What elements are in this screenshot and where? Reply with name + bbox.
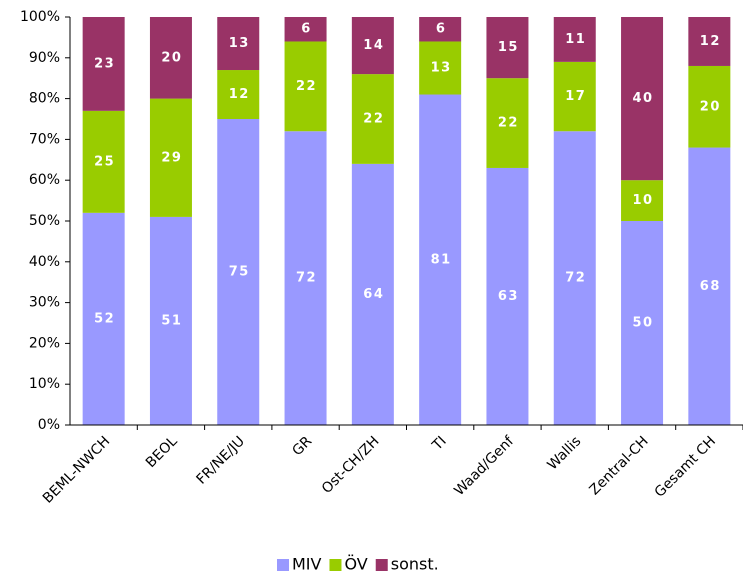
data-label: 14 <box>363 38 384 53</box>
bar-segment <box>553 61 596 132</box>
data-label: 72 <box>565 271 586 286</box>
data-label: 72 <box>296 271 317 286</box>
x-tick-label: Ost-CH/ZH <box>319 433 383 497</box>
y-tick-label: 50% <box>29 213 60 229</box>
bar-segment <box>351 74 394 164</box>
bar-segment <box>553 131 596 426</box>
legend-label: sonst. <box>391 555 439 574</box>
y-tick-label: 10% <box>29 376 60 392</box>
bar-segment <box>486 167 529 425</box>
bar-segment <box>688 65 731 148</box>
x-tick-label: Waad/Genf <box>451 433 517 499</box>
bar-segment <box>419 94 462 426</box>
data-label: 40 <box>633 91 654 106</box>
data-label: 81 <box>431 252 452 267</box>
legend-label: ÖV <box>344 555 367 574</box>
bar-segment <box>419 17 462 42</box>
y-tick-label: 30% <box>29 295 60 311</box>
bar-segment <box>419 41 462 95</box>
x-tick-label: Gesamt CH <box>652 433 719 500</box>
x-tick-label: FR/NE/JU <box>194 433 248 487</box>
legend-swatch <box>277 559 289 571</box>
bar-segment <box>621 17 664 181</box>
bar-segment <box>284 41 327 132</box>
data-label: 68 <box>700 279 721 294</box>
data-label: 22 <box>363 112 384 127</box>
bar-segment <box>351 163 394 425</box>
data-label: 20 <box>700 99 721 114</box>
bar-segment <box>149 17 192 99</box>
x-tick-label: BEOL <box>143 433 181 471</box>
data-label: 22 <box>296 79 317 94</box>
bar-segment <box>688 147 731 425</box>
bar-segment <box>553 17 596 62</box>
bar-segment <box>284 17 327 42</box>
bar-segment <box>621 221 664 425</box>
x-tick-label: GR <box>289 433 315 459</box>
data-label: 64 <box>363 287 384 302</box>
bar-segment <box>149 98 192 217</box>
bar-segment <box>149 216 192 425</box>
y-tick-label: 60% <box>29 172 60 188</box>
y-tick-label: 40% <box>29 254 60 270</box>
data-label: 52 <box>94 311 115 326</box>
data-label: 11 <box>565 32 586 47</box>
data-label: 22 <box>498 116 519 131</box>
data-label: 6 <box>301 22 312 37</box>
data-label: 51 <box>161 313 182 328</box>
data-label: 20 <box>161 50 182 65</box>
bar-segment <box>486 17 529 79</box>
bar-segment <box>217 70 260 119</box>
x-tick-label: BEML-NWCH <box>40 433 113 506</box>
data-label: 25 <box>94 154 115 169</box>
data-label: 12 <box>229 87 250 102</box>
bar-segment <box>688 17 731 66</box>
bar-segment <box>284 131 327 426</box>
bar-segment <box>217 17 260 71</box>
data-label: 17 <box>565 89 586 104</box>
data-label: 13 <box>229 36 250 51</box>
y-tick-label: 0% <box>38 417 60 433</box>
data-label: 13 <box>431 61 452 76</box>
y-tick-label: 90% <box>29 50 60 66</box>
data-label: 23 <box>94 56 115 71</box>
legend-label: MIV <box>292 555 322 574</box>
data-label: 15 <box>498 40 519 55</box>
data-label: 75 <box>229 265 250 280</box>
x-tick-label: Zentral-CH <box>587 433 652 498</box>
bar-segment <box>351 17 394 75</box>
data-label: 10 <box>633 193 654 208</box>
data-label: 50 <box>633 316 654 331</box>
bar-segment <box>82 212 125 425</box>
bar-segment <box>82 17 125 111</box>
data-label: 29 <box>161 150 182 165</box>
y-tick-label: 70% <box>29 131 60 147</box>
data-label: 63 <box>498 289 519 304</box>
bar-segment <box>82 110 125 213</box>
bar-segment <box>621 180 664 221</box>
legend-swatch <box>375 559 388 571</box>
y-tick-label: 20% <box>29 335 60 351</box>
x-tick-label: TI <box>429 433 450 454</box>
x-tick-label: Wallis <box>544 433 584 473</box>
data-label: 6 <box>436 22 447 37</box>
y-tick-label: 100% <box>20 9 60 25</box>
bar-segment <box>217 119 260 425</box>
data-label: 12 <box>700 34 721 49</box>
y-tick-label: 80% <box>29 91 60 107</box>
bar-segment <box>486 78 529 168</box>
legend-swatch <box>329 559 342 571</box>
